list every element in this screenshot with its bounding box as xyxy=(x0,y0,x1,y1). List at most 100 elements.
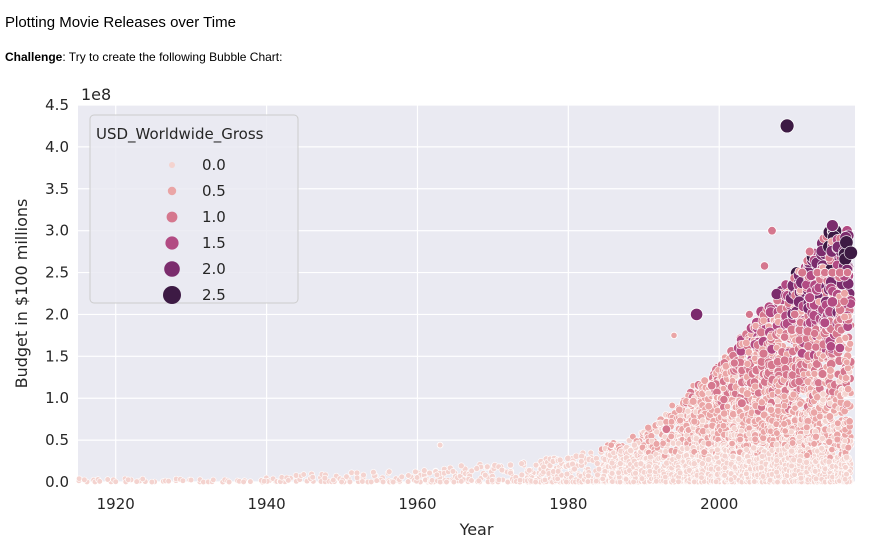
data-point xyxy=(735,455,743,462)
data-point xyxy=(675,405,684,414)
data-point xyxy=(300,471,307,478)
data-point xyxy=(457,462,465,470)
data-point xyxy=(76,475,83,482)
data-point xyxy=(751,435,759,443)
data-point xyxy=(647,453,654,461)
data-point xyxy=(475,477,482,484)
data-point xyxy=(790,456,798,464)
bubble-chart: 0.00.51.01.52.02.53.03.54.04.5 1920 1940 1… xyxy=(12,85,858,539)
data-point xyxy=(386,468,393,475)
data-point xyxy=(667,418,676,426)
data-point xyxy=(833,435,842,444)
data-point xyxy=(104,476,111,483)
data-point xyxy=(240,478,247,486)
data-point xyxy=(637,460,645,468)
data-point xyxy=(139,475,146,483)
data-point xyxy=(489,477,496,484)
data-point xyxy=(526,467,533,474)
data-point xyxy=(507,461,514,469)
data-point xyxy=(796,433,803,441)
data-point xyxy=(516,477,524,484)
data-point xyxy=(750,444,758,452)
data-point xyxy=(698,474,705,481)
data-point xyxy=(751,478,758,485)
data-point xyxy=(705,456,712,463)
data-point xyxy=(608,459,616,467)
data-point xyxy=(774,406,782,415)
challenge-label: Challenge xyxy=(5,50,63,64)
data-point xyxy=(615,469,622,476)
data-point xyxy=(330,477,337,484)
data-point xyxy=(720,409,729,418)
data-point xyxy=(632,470,639,477)
data-point xyxy=(343,473,350,480)
data-point xyxy=(667,432,675,441)
data-point xyxy=(834,419,842,427)
data-point xyxy=(721,472,728,479)
data-point xyxy=(781,427,789,435)
data-point xyxy=(767,405,775,414)
data-point xyxy=(631,441,638,449)
data-point xyxy=(743,389,752,399)
data-point xyxy=(498,466,506,474)
data-point xyxy=(578,458,585,465)
data-point xyxy=(743,359,752,368)
data-point xyxy=(554,475,561,483)
data-point xyxy=(758,348,769,359)
data-point xyxy=(414,474,421,481)
data-point xyxy=(669,477,677,484)
data-point xyxy=(309,474,316,481)
data-point xyxy=(608,470,616,477)
data-point xyxy=(380,478,387,486)
data-point xyxy=(473,465,481,472)
data-point xyxy=(825,412,834,421)
data-point xyxy=(705,389,712,397)
data-point xyxy=(368,478,375,486)
data-point xyxy=(787,428,795,436)
notebook-heading: Plotting Movie Releases over Time xyxy=(5,14,236,31)
data-point xyxy=(593,460,601,467)
data-point xyxy=(179,477,186,484)
data-point xyxy=(133,478,140,485)
data-point xyxy=(541,476,549,484)
data-point xyxy=(594,471,601,479)
data-point xyxy=(188,476,195,484)
data-point xyxy=(495,476,503,483)
data-point xyxy=(699,417,707,425)
data-point xyxy=(818,445,825,452)
data-point xyxy=(721,452,728,460)
data-point xyxy=(699,460,706,467)
data-point xyxy=(607,441,615,449)
data-point xyxy=(652,440,661,448)
data-point xyxy=(683,445,691,452)
data-point xyxy=(756,327,766,338)
data-point xyxy=(412,468,419,475)
data-point xyxy=(421,467,428,474)
data-point xyxy=(774,478,781,486)
data-point xyxy=(729,453,736,460)
data-point xyxy=(482,471,489,479)
data-point xyxy=(556,456,564,464)
data-point xyxy=(359,478,366,485)
data-point xyxy=(825,438,834,446)
data-point xyxy=(723,402,731,410)
data-point xyxy=(758,453,766,460)
data-point xyxy=(247,478,254,485)
data-point xyxy=(688,397,698,406)
data-point xyxy=(811,468,819,475)
data-point xyxy=(563,478,570,486)
data-point xyxy=(811,342,821,352)
data-point xyxy=(676,416,684,425)
data-point xyxy=(96,478,103,485)
data-point xyxy=(638,475,646,482)
data-point xyxy=(712,478,720,485)
data-point xyxy=(653,478,660,485)
data-point xyxy=(484,463,491,470)
data-point xyxy=(390,478,397,486)
data-point xyxy=(766,477,774,484)
data-point xyxy=(796,457,804,465)
data-point xyxy=(788,439,797,447)
data-point xyxy=(354,474,361,481)
data-point xyxy=(398,473,405,480)
data-point xyxy=(751,354,759,362)
